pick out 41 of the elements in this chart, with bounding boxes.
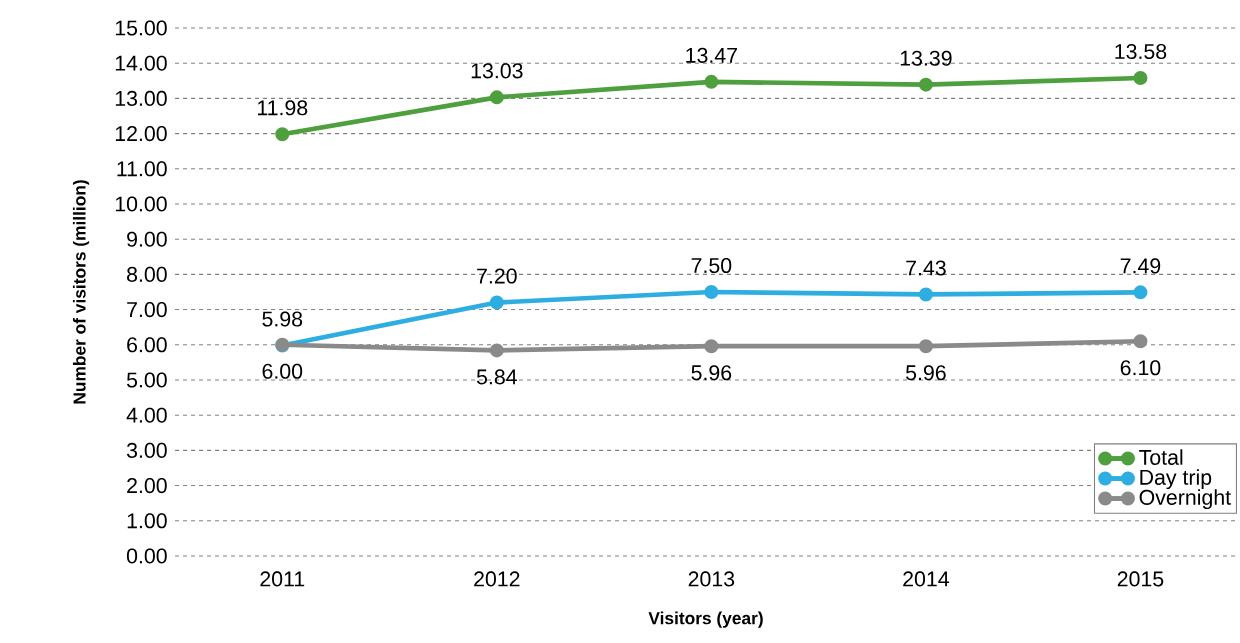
x-tick-label: 2015	[1117, 571, 1164, 587]
y-tick-label: 13.00	[115, 90, 167, 106]
y-tick-label: 14.00	[115, 55, 167, 71]
y-tick-label: 7.00	[127, 302, 167, 318]
data-label: 13.58	[1115, 43, 1167, 60]
legend-label: Day trip	[1140, 469, 1212, 490]
x-tick-label: 2012	[474, 571, 520, 587]
data-label: 6.10	[1120, 360, 1161, 376]
legend-label: Overnight	[1139, 489, 1231, 510]
y-tick-label: 15.00	[115, 20, 167, 36]
data-label: 5.96	[906, 365, 946, 381]
x-tick-label: 2013	[688, 571, 735, 587]
y-axis-title: Number of visitors (million)	[72, 180, 90, 404]
y-tick-label: 0.00	[126, 548, 167, 564]
y-tick-label: 1.00	[127, 513, 167, 529]
y-tick-label: 12.00	[115, 126, 167, 142]
data-label: 11.98	[258, 100, 308, 116]
y-tick-label: 3.00	[126, 442, 167, 458]
y-tick-label: 10.00	[115, 196, 167, 212]
y-tick-label: 5.00	[126, 372, 167, 388]
y-tick-label: 6.00	[127, 337, 167, 353]
data-label: 5.84	[476, 369, 517, 385]
data-label: 13.39	[900, 50, 952, 66]
x-tick-label: 2014	[903, 571, 949, 587]
y-tick-label: 4.00	[126, 407, 167, 423]
y-tick-label: 11.00	[117, 161, 167, 177]
data-label: 7.49	[1120, 258, 1161, 274]
x-tick-label: 2011	[260, 571, 305, 587]
data-label: 7.20	[477, 268, 517, 284]
data-label: 5.98	[262, 311, 303, 327]
y-tick-label: 8.00	[127, 266, 167, 282]
data-label: 6.00	[262, 363, 303, 379]
y-tick-label: 2.00	[127, 478, 167, 494]
data-label: 5.96	[691, 365, 732, 381]
data-label: 7.43	[906, 260, 946, 276]
data-label: 13.47	[686, 47, 737, 63]
data-label: 7.50	[691, 257, 732, 274]
data-label: 13.03	[471, 63, 523, 79]
legend-label: Total	[1139, 449, 1183, 465]
x-axis-title: Visitors (year)	[648, 611, 763, 628]
y-tick-label: 9.00	[127, 231, 167, 247]
